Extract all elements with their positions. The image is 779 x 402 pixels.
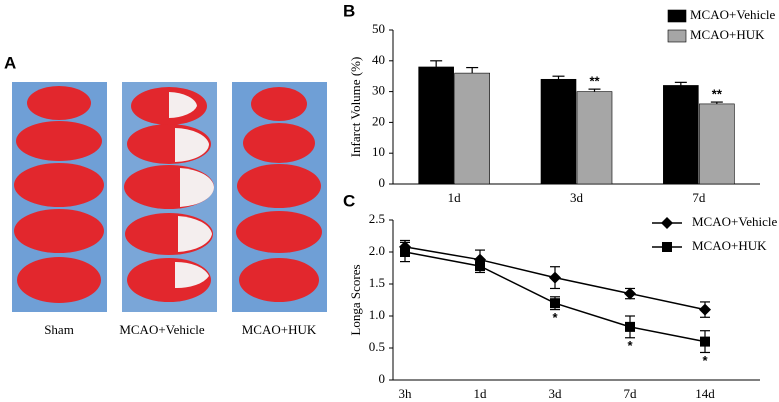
marker: [699, 303, 711, 316]
x-tick-label: 3d: [549, 386, 563, 401]
bar: [418, 66, 454, 185]
y-tick-label: 10: [372, 144, 385, 159]
panel-label: A: [4, 53, 16, 72]
marker: [662, 242, 672, 252]
y-tick-label: 50: [372, 21, 385, 36]
x-tick-label: 1d: [474, 386, 488, 401]
y-axis-title: Infarct Volume (%): [348, 57, 363, 158]
y-tick-label: 0.5: [369, 339, 385, 354]
bar: [454, 72, 490, 185]
significance: *: [702, 353, 708, 368]
y-tick-label: 2.5: [369, 211, 385, 226]
marker: [475, 261, 485, 272]
marker: [661, 217, 673, 229]
legend-swatch: [667, 9, 687, 23]
x-tick-label: 3h: [399, 386, 413, 401]
legend-label: MCAO+Vehicle: [690, 7, 776, 22]
y-tick-label: 20: [372, 113, 385, 128]
y-tick-label: 0: [379, 371, 386, 386]
marker: [624, 287, 636, 300]
legend-label: MCAO+HUK: [690, 27, 765, 42]
bar: [576, 91, 613, 185]
significance: *: [552, 310, 558, 325]
y-tick-label: 1.0: [369, 307, 385, 322]
image-caption: MCAO+Vehicle: [119, 322, 205, 337]
panel-label: C: [343, 191, 355, 210]
significance: **: [712, 87, 723, 102]
marker: [625, 321, 635, 332]
image-caption: MCAO+HUK: [242, 322, 317, 337]
y-tick-label: 1.5: [369, 275, 385, 290]
marker: [549, 271, 561, 284]
significance: **: [589, 74, 600, 89]
x-tick-label: 14d: [695, 386, 715, 401]
y-tick-label: 0: [379, 175, 386, 190]
marker: [550, 298, 560, 309]
x-tick-label: 7d: [692, 190, 706, 205]
marker: [400, 247, 410, 257]
image-caption: Sham: [44, 322, 74, 337]
legend-swatch: [667, 29, 687, 43]
legend-label: MCAO+HUK: [692, 238, 767, 253]
bar: [699, 103, 735, 185]
significance: *: [627, 338, 633, 353]
x-tick-label: 7d: [624, 386, 638, 401]
panel-label: B: [343, 1, 355, 20]
y-tick-label: 30: [372, 83, 385, 98]
bar: [663, 85, 699, 185]
brain-images: [12, 82, 327, 312]
legend-label: MCAO+Vehicle: [692, 214, 778, 229]
bar: [540, 78, 577, 185]
y-axis-title: Longa Scores: [348, 264, 363, 335]
x-tick-label: 1d: [448, 190, 462, 205]
y-tick-label: 2.0: [369, 243, 385, 258]
y-tick-label: 40: [372, 52, 385, 67]
marker: [700, 336, 710, 347]
x-tick-label: 3d: [570, 190, 584, 205]
